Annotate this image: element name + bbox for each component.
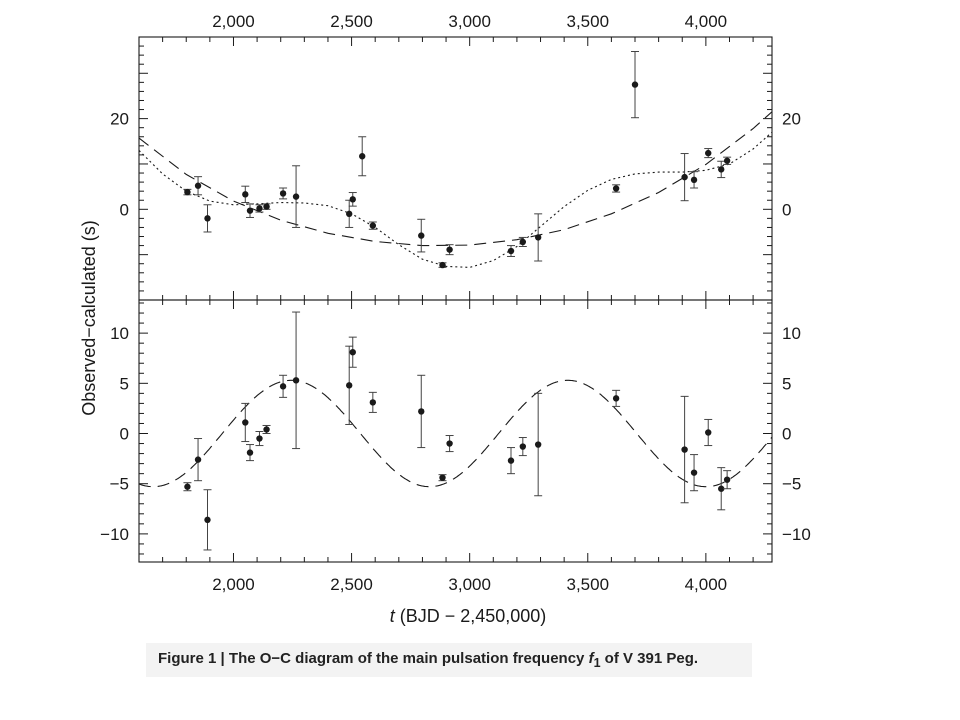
- y-tick-label-left: −5: [110, 475, 129, 494]
- x-tick-label: 3,000: [448, 12, 491, 31]
- data-point: [519, 238, 527, 246]
- figure-caption: Figure 1 | The O−C diagram of the main p…: [146, 643, 752, 677]
- caption-text-before: The O−C diagram of the main pulsation fr…: [228, 650, 589, 667]
- data-point: [246, 207, 254, 214]
- data-point: [439, 261, 446, 269]
- caption-text-after: of V 391 Peg.: [600, 650, 699, 667]
- data-point: [369, 222, 377, 229]
- data-point: [369, 399, 377, 406]
- data-point: [690, 469, 698, 476]
- data-point: [631, 81, 639, 88]
- data-point: [507, 457, 515, 464]
- caption-figure-label: Figure 1: [158, 650, 217, 667]
- data-point: [534, 234, 542, 241]
- data-point: [519, 443, 527, 450]
- data-point: [418, 408, 425, 415]
- data-point: [349, 348, 356, 356]
- y-axis-title: Observed−calculated (s): [79, 220, 99, 416]
- dashed-model-curve: [139, 111, 772, 247]
- data-point: [246, 449, 254, 456]
- data-point: [681, 173, 688, 181]
- data-point: [184, 483, 191, 490]
- data-point: [718, 485, 725, 492]
- x-axis-title: t (BJD − 2,450,000): [390, 606, 547, 626]
- data-point: [349, 196, 356, 203]
- data-point: [418, 232, 425, 239]
- data-point: [279, 190, 287, 197]
- data-point: [194, 182, 202, 189]
- data-point: [439, 474, 446, 481]
- x-tick-label: 4,000: [685, 575, 728, 594]
- data-point: [446, 440, 453, 447]
- x-tick-label: 3,000: [448, 575, 491, 594]
- data-point: [242, 191, 249, 198]
- data-point: [359, 153, 366, 160]
- data-point: [723, 157, 731, 164]
- x-tick-label: 4,000: [685, 12, 728, 31]
- data-point: [612, 185, 620, 192]
- top-panel: 2,000 2,500 3,000 3,500 4,000 0 0 20 20: [110, 12, 801, 301]
- data-point: [184, 188, 191, 196]
- data-point: [292, 193, 300, 200]
- y-tick-label-right: 20: [782, 110, 801, 129]
- y-tick-label-right: −5: [782, 475, 801, 494]
- data-point: [446, 246, 453, 253]
- dashed-model-curve: [139, 379, 772, 488]
- dotted-model-curve: [139, 131, 772, 268]
- data-point: [263, 203, 270, 210]
- data-point: [263, 426, 270, 433]
- data-point: [705, 149, 712, 157]
- x-tick-label: 2,000: [212, 575, 255, 594]
- y-tick-label-right: −10: [782, 525, 811, 544]
- y-tick-label-left: 5: [120, 374, 129, 393]
- oc-diagram-figure: 2,000 2,500 3,000 3,500 4,000 0 0 20 20 2,000 2,5…: [79, 12, 811, 626]
- x-axis-title-variable: t: [390, 606, 396, 626]
- data-point: [612, 395, 620, 402]
- x-tick-label: 2,000: [212, 12, 255, 31]
- y-tick-label-right: 10: [782, 324, 801, 343]
- data-point: [292, 377, 300, 384]
- data-point: [705, 429, 712, 436]
- y-tick-label-left: 10: [110, 324, 129, 343]
- caption-separator: |: [220, 650, 225, 667]
- x-tick-label: 3,500: [566, 12, 609, 31]
- data-point: [279, 383, 287, 390]
- top-panel-frame: [138, 36, 773, 301]
- y-tick-label-right: 5: [782, 374, 791, 393]
- data-point: [507, 247, 515, 255]
- y-tick-label-left: −10: [100, 525, 129, 544]
- data-point: [256, 205, 263, 212]
- data-point: [681, 446, 688, 453]
- y-tick-label-right: 0: [782, 200, 791, 219]
- data-point: [204, 516, 211, 524]
- x-axis-title-rest: (BJD − 2,450,000): [395, 606, 547, 626]
- data-point: [718, 166, 725, 173]
- data-point: [534, 441, 542, 448]
- data-point: [204, 215, 211, 222]
- x-tick-label: 2,500: [330, 12, 373, 31]
- data-point: [256, 435, 263, 442]
- data-point: [346, 382, 353, 389]
- x-tick-label: 3,500: [566, 575, 609, 594]
- bottom-panel: 2,000 2,500 3,000 3,500 4,000 −10 −10 −5 −5 0 0 5 5 1…: [100, 299, 811, 594]
- x-tick-label: 2,500: [330, 575, 373, 594]
- y-tick-label-left: 0: [120, 200, 129, 219]
- y-tick-label-left: 0: [120, 425, 129, 444]
- data-point: [194, 456, 202, 463]
- y-tick-label-left: 20: [110, 110, 129, 129]
- data-point: [346, 210, 353, 218]
- data-point: [242, 419, 249, 426]
- caption-symbol: f: [588, 650, 594, 667]
- caption-subscript: 1: [593, 656, 601, 670]
- data-point: [723, 476, 731, 483]
- data-point: [690, 176, 698, 184]
- y-tick-label-right: 0: [782, 425, 791, 444]
- bottom-panel-frame: [138, 299, 773, 563]
